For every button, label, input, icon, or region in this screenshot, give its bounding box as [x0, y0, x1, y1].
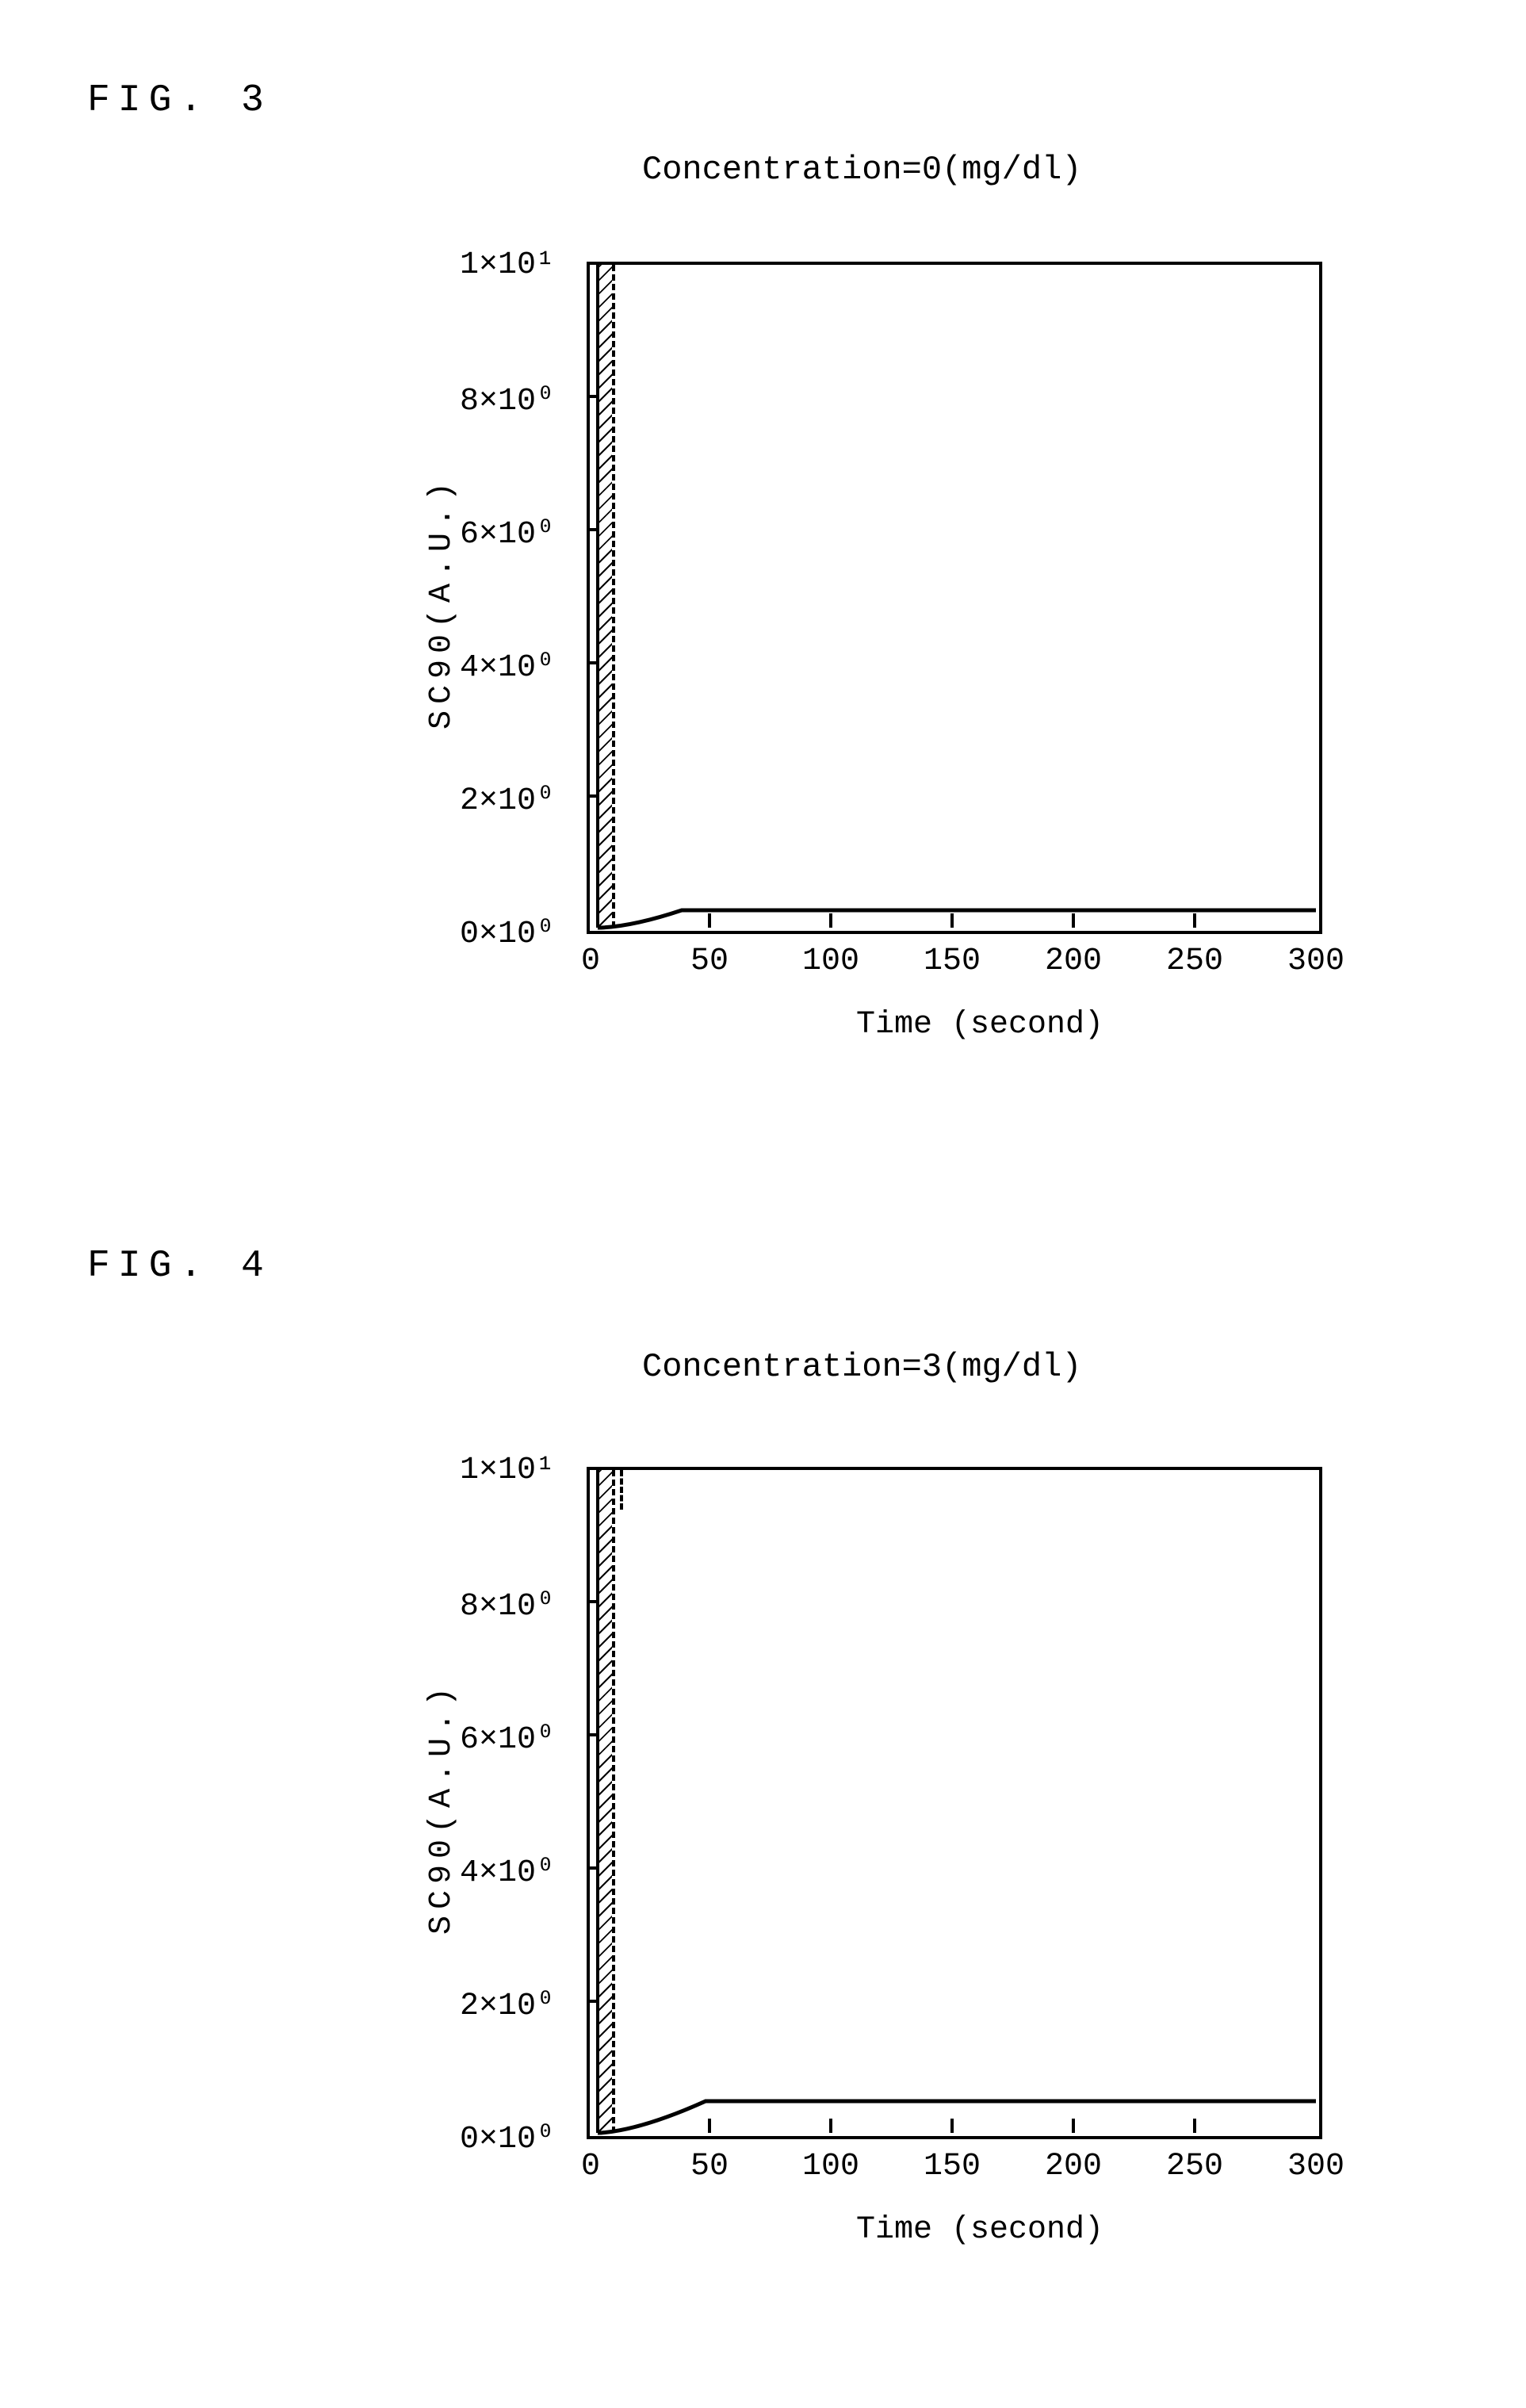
xtick-label: 50	[690, 944, 729, 979]
xtick-label: 200	[1045, 2149, 1102, 2184]
figure-label: FIG. 4	[87, 1245, 272, 1288]
y-axis-label: SC90(A.U.)	[424, 476, 460, 729]
xtick-label: 150	[924, 944, 981, 979]
data-curve	[587, 262, 1319, 931]
ytick-label: 8×10⁰	[460, 1586, 555, 1625]
ytick-label: 4×10⁰	[460, 1852, 555, 1891]
figure-label: FIG. 3	[87, 79, 272, 122]
xtick-label: 200	[1045, 944, 1102, 979]
data-curve	[587, 1467, 1319, 2136]
xtick-label: 150	[924, 2149, 981, 2184]
ytick-label: 8×10⁰	[460, 381, 555, 419]
xtick-label: 50	[690, 2149, 729, 2184]
xtick-label: 300	[1287, 2149, 1344, 2184]
x-axis-label: Time (second)	[856, 2212, 1103, 2248]
ytick-label: 1×10¹	[460, 1453, 555, 1488]
y-axis-label: SC90(A.U.)	[424, 1681, 460, 1935]
xtick-label: 300	[1287, 944, 1344, 979]
ytick-label: 6×10⁰	[460, 1719, 555, 1758]
xtick-label: 100	[802, 2149, 859, 2184]
ytick-label: 0×10⁰	[460, 2119, 555, 2157]
ytick-label: 1×10¹	[460, 247, 555, 283]
xtick-label: 250	[1166, 944, 1223, 979]
ytick-label: 6×10⁰	[460, 514, 555, 553]
chart-fig3: 1×10¹ 8×10⁰ 6×10⁰ 4×10⁰ 2×10⁰ 0×10⁰ SC90…	[381, 238, 1332, 1110]
chart-title: Concentration=0(mg/dl)	[642, 151, 1082, 189]
ytick-label: 2×10⁰	[460, 780, 555, 819]
ytick-label: 0×10⁰	[460, 913, 555, 952]
chart-title: Concentration=3(mg/dl)	[642, 1348, 1082, 1386]
ytick-label: 2×10⁰	[460, 1985, 555, 2024]
xtick-label: 100	[802, 944, 859, 979]
x-axis-label: Time (second)	[856, 1007, 1103, 1043]
ytick-label: 4×10⁰	[460, 647, 555, 686]
chart-fig4: 1×10¹ 8×10⁰ 6×10⁰ 4×10⁰ 2×10⁰ 0×10⁰ SC90…	[381, 1443, 1332, 2315]
xtick-label: 0	[581, 2149, 600, 2184]
xtick-label: 250	[1166, 2149, 1223, 2184]
xtick-label: 0	[581, 944, 600, 979]
